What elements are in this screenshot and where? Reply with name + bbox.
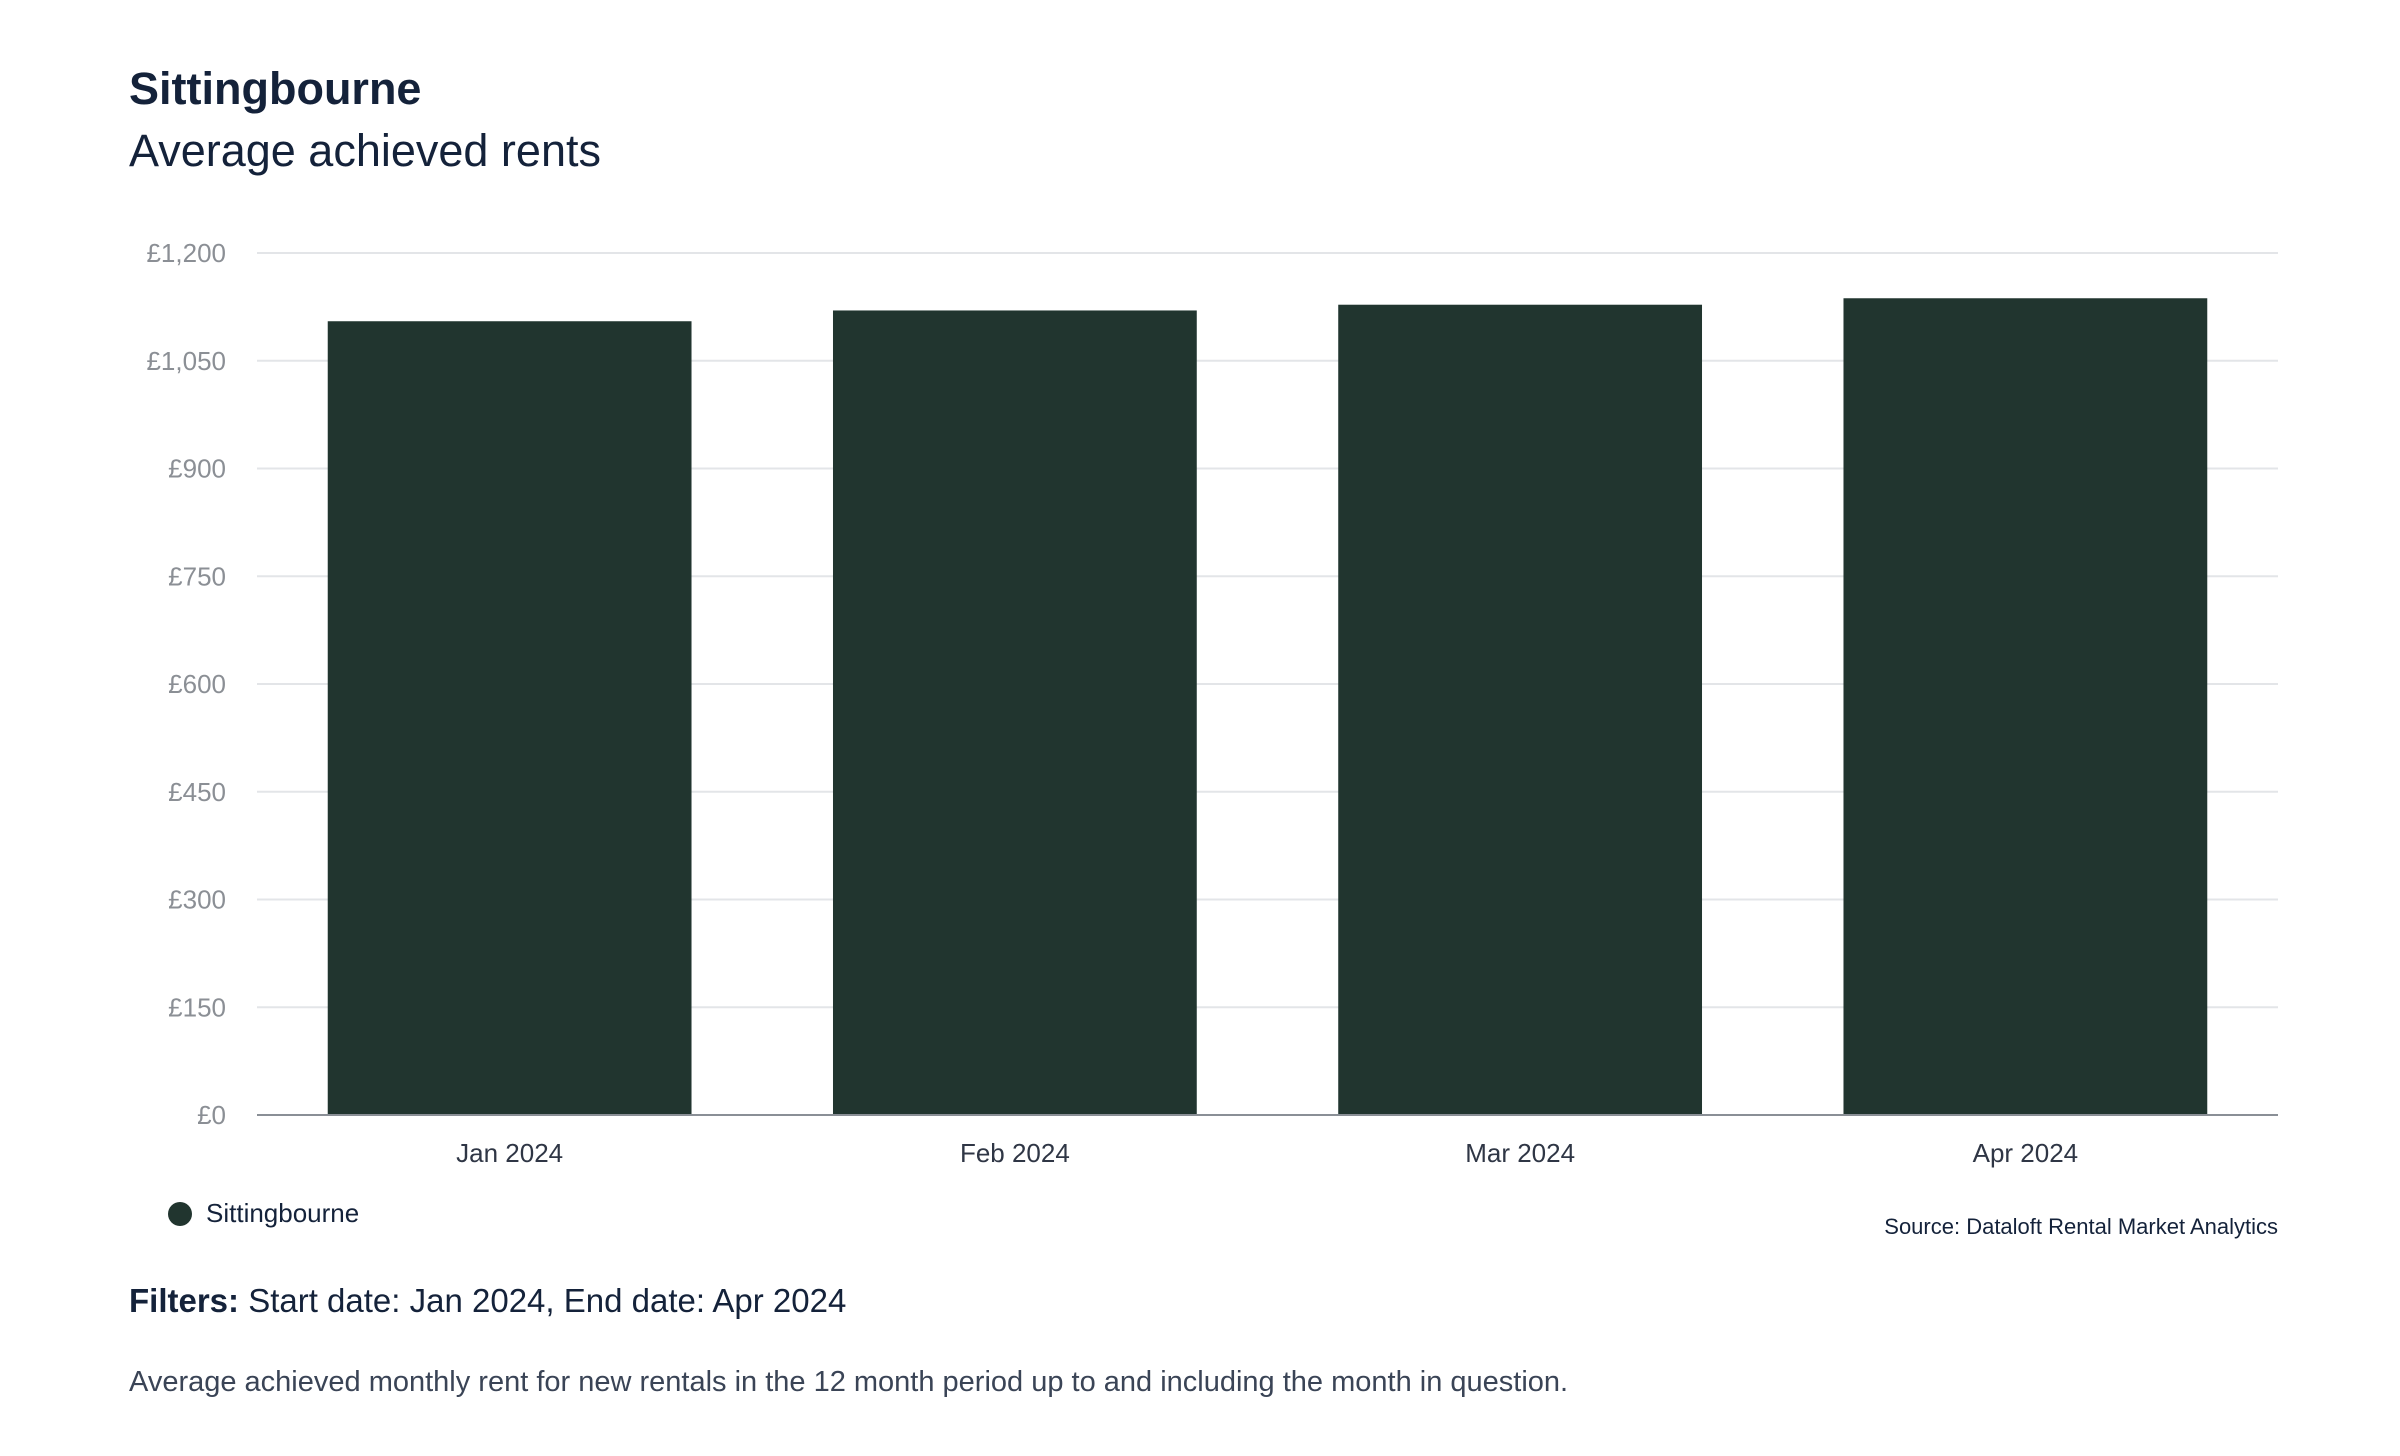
bar (1338, 304, 1703, 1116)
x-tick-label: Mar 2024 (1465, 1138, 1575, 1168)
chart-title: Sittingbourne (129, 63, 422, 114)
legend-label: Sittingbourne (206, 1198, 360, 1228)
bar (1843, 298, 2208, 1115)
filters-label: Filters: (129, 1282, 240, 1319)
y-tick-label: £0 (197, 1100, 226, 1130)
y-tick-label: £150 (168, 992, 226, 1022)
y-tick-label: £900 (168, 454, 226, 484)
legend-marker (168, 1201, 192, 1226)
x-tick-label: Jan 2024 (456, 1138, 563, 1168)
y-tick-label: £300 (168, 885, 226, 915)
y-tick-label: £450 (168, 777, 226, 807)
y-tick-label: £750 (168, 561, 226, 591)
bar (327, 321, 692, 1115)
filters-text: Start date: Jan 2024, End date: Apr 2024 (239, 1282, 847, 1319)
chart-subtitle: Average achieved rents (129, 125, 601, 176)
y-tick-label: £1,050 (146, 346, 226, 376)
bar (832, 310, 1197, 1115)
chart-footnote: Average achieved monthly rent for new re… (129, 1366, 1569, 1398)
y-tick-label: £600 (168, 669, 226, 699)
chart-legend: Sittingbourne (168, 1198, 359, 1229)
source-note: Source: Dataloft Rental Market Analytics (1884, 1214, 2278, 1239)
filters-line: Filters: Start date: Jan 2024, End date:… (129, 1282, 846, 1320)
x-tick-label: Feb 2024 (960, 1138, 1070, 1168)
bar-chart: £0 £150 £300 £450 £600 £750 £900 £1,050 £1,200 Ja… (146, 238, 2278, 1168)
y-tick-label: £1,200 (146, 238, 226, 268)
x-tick-label: Apr 2024 (1973, 1138, 2079, 1168)
